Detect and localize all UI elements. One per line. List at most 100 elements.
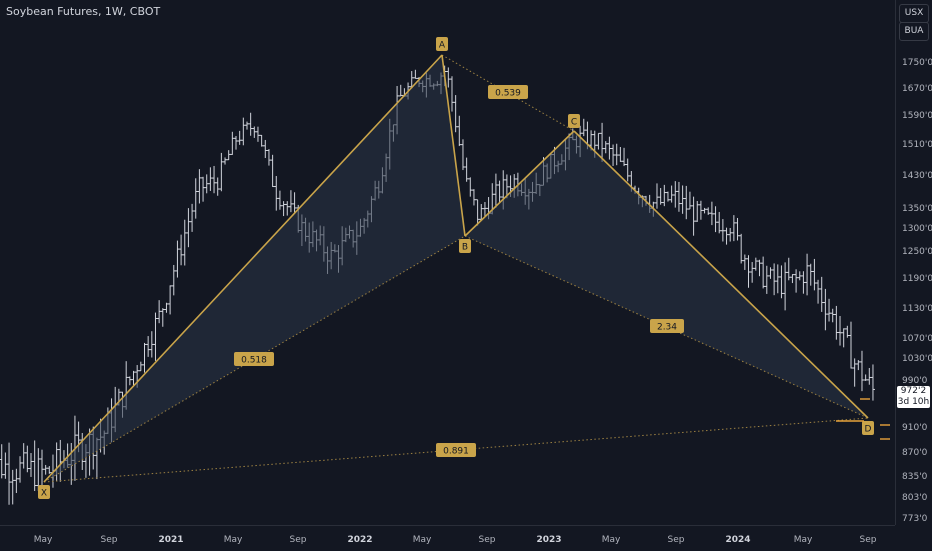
ohlc-bar — [831, 309, 835, 323]
time-axis[interactable] — [0, 525, 895, 551]
ohlc-bar — [3, 452, 7, 478]
ohlc-bar — [717, 212, 721, 233]
ohlc-bar — [757, 260, 761, 276]
ohlc-bar — [216, 177, 220, 195]
ratio-label: 0.518 — [234, 352, 274, 366]
ohlc-bar — [223, 157, 227, 164]
ohlc-bar — [604, 141, 608, 153]
ohlc-bar — [479, 204, 483, 220]
bar-countdown: 3d 10h — [897, 397, 930, 408]
ohlc-bar — [168, 285, 172, 314]
ohlc-bar — [164, 303, 168, 313]
ohlc-bar — [494, 174, 498, 208]
ohlc-bar — [834, 306, 838, 340]
point-label-D[interactable]: D — [862, 421, 874, 435]
ohlc-bar — [801, 271, 805, 293]
ohlc-bar — [208, 167, 212, 191]
ohlc-bar — [853, 358, 857, 386]
point-label-B[interactable]: B — [459, 239, 471, 253]
ohlc-bar — [190, 204, 194, 232]
ohlc-bar — [47, 466, 51, 474]
last-price-label: 972'2 3d 10h — [897, 386, 930, 408]
price-tick-label: 1510'0 — [902, 140, 932, 150]
price-tick-label: 1430'0 — [902, 171, 932, 181]
ohlc-bar — [765, 266, 769, 294]
price-axis[interactable] — [895, 0, 932, 525]
time-tick-label: May — [602, 535, 621, 545]
ohlc-bar — [779, 265, 783, 298]
time-tick-label: May — [794, 535, 813, 545]
last-price-value: 972'2 — [897, 386, 930, 397]
ohlc-bar — [739, 234, 743, 264]
ohlc-bar — [692, 197, 696, 236]
ohlc-bar — [626, 159, 630, 182]
ratio-label: 2.34 — [650, 319, 684, 333]
price-tick-label: 1130'0 — [902, 304, 932, 314]
time-tick-label: 2024 — [725, 535, 750, 545]
ohlc-bar — [864, 374, 868, 380]
ohlc-bar — [282, 201, 286, 216]
ohlc-bar — [157, 300, 161, 323]
ohlc-bar — [688, 192, 692, 209]
ohlc-bar — [289, 190, 293, 212]
ohlc-bar — [820, 277, 824, 312]
point-label-C[interactable]: C — [568, 114, 580, 128]
ohlc-bar — [274, 176, 278, 211]
ohlc-bar — [230, 132, 234, 155]
ohlc-bar — [263, 140, 267, 158]
ohlc-bar — [18, 456, 22, 482]
ohlc-bar — [0, 444, 4, 478]
price-tick-label: 910'0 — [902, 423, 927, 433]
ohlc-bar — [618, 147, 622, 162]
price-tick-label: 773'0 — [902, 514, 927, 524]
unit-button[interactable]: BUA — [899, 22, 929, 41]
ohlc-bar — [44, 465, 48, 475]
price-tick-label: 803'0 — [902, 493, 927, 503]
ohlc-bar — [681, 185, 685, 213]
svg-text:B: B — [462, 243, 468, 253]
ohlc-bar — [736, 218, 740, 240]
ohlc-bar — [838, 316, 842, 346]
ohlc-bar — [260, 135, 264, 147]
ohlc-bar — [703, 208, 707, 213]
ohlc-bar — [714, 206, 718, 232]
ohlc-bar — [662, 185, 666, 206]
ohlc-bar — [33, 440, 37, 491]
time-tick-label: Sep — [668, 535, 685, 545]
ohlc-bar — [761, 257, 765, 289]
price-tick-label: 990'0 — [902, 376, 927, 386]
ohlc-bar — [596, 133, 600, 149]
time-tick-label: Sep — [290, 535, 307, 545]
ohlc-bar — [238, 131, 242, 145]
point-label-X[interactable]: X — [38, 485, 50, 499]
ohlc-bar — [457, 116, 461, 146]
ohlc-bar — [22, 443, 26, 468]
time-tick-label: May — [413, 535, 432, 545]
ohlc-bar — [706, 207, 710, 215]
ohlc-bar — [399, 85, 403, 96]
ohlc-bar — [278, 191, 282, 210]
ohlc-bar — [673, 181, 677, 207]
price-tick-label: 1190'0 — [902, 274, 932, 284]
ohlc-bar — [615, 144, 619, 165]
ohlc-bar — [175, 241, 179, 278]
ohlc-bar — [146, 336, 150, 357]
ohlc-bar — [161, 308, 165, 327]
ohlc-bar — [856, 360, 860, 370]
time-tick-label: Sep — [101, 535, 118, 545]
ohlc-bar — [267, 149, 271, 166]
ohlc-bar — [446, 67, 450, 87]
ohlc-bar — [183, 220, 187, 266]
currency-button[interactable]: USX — [899, 4, 929, 23]
ohlc-bar — [454, 95, 458, 132]
price-tick-label: 1670'0 — [902, 84, 932, 94]
ohlc-bar — [468, 177, 472, 196]
ohlc-bar — [721, 219, 725, 241]
point-label-A[interactable]: A — [436, 37, 448, 51]
time-tick-label: 2021 — [158, 535, 183, 545]
ohlc-bar — [498, 181, 502, 203]
time-tick-label: 2022 — [347, 535, 372, 545]
xab-triangle — [44, 55, 465, 482]
ohlc-bar — [139, 362, 143, 371]
